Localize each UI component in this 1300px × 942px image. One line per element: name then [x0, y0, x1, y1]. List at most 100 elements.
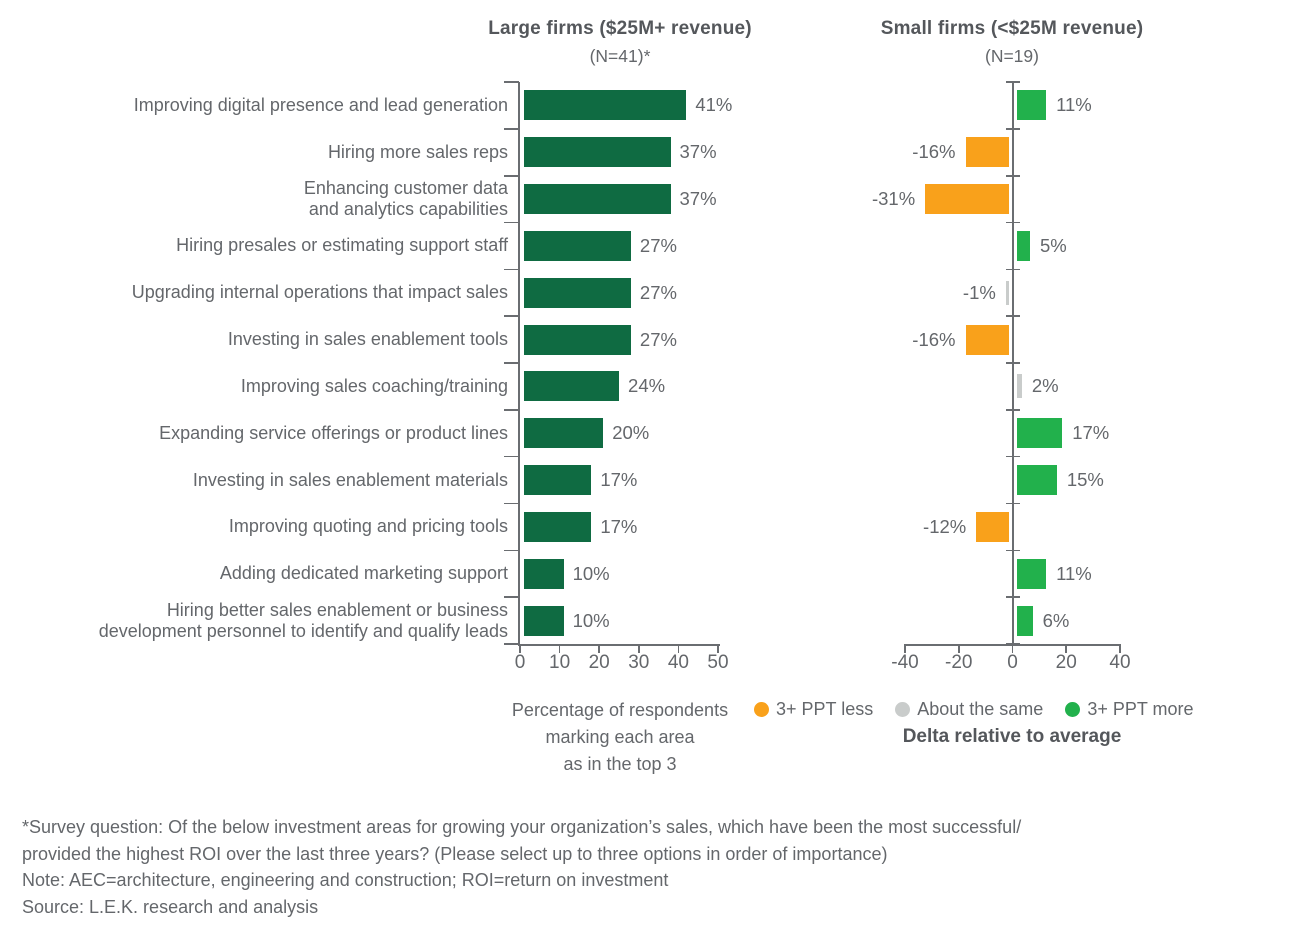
large-firm-bar — [524, 324, 631, 355]
small-firm-bar — [1016, 465, 1057, 496]
category-label: Hiring better sales enablement or busine… — [98, 599, 508, 641]
gray-dot-icon — [895, 702, 911, 717]
axis-tick — [1005, 596, 1020, 598]
x-tick-label: 20 — [1055, 652, 1077, 673]
category-label: Investing in sales enablement tools — [227, 329, 508, 350]
axis-tick — [1005, 362, 1020, 364]
x-axis-tick — [598, 644, 600, 653]
category-label: Expanding service offerings or product l… — [159, 422, 508, 443]
large-firm-bar — [524, 605, 564, 636]
large-firm-bar — [524, 418, 604, 449]
bar-value-label: 6% — [1042, 609, 1070, 631]
large-firm-bar — [524, 90, 687, 121]
left-axis-caption: Percentage of respondents marking each a… — [511, 700, 729, 774]
bar-value-label: 10% — [572, 562, 610, 584]
bar-value-label: 27% — [639, 281, 677, 303]
axis-tick — [504, 643, 519, 645]
right-panel-subtitle: (N=19) — [985, 46, 1039, 66]
category-label: Adding dedicated marketing support — [219, 563, 508, 584]
left-panel-title: Large firms ($25M+ revenue) — [488, 18, 752, 39]
left-axis-line — [518, 82, 520, 646]
axis-tick — [504, 221, 519, 224]
axis-tick — [504, 268, 519, 271]
axis-tick — [1005, 221, 1020, 224]
small-firm-bar — [965, 137, 1009, 168]
x-tick-label: -20 — [945, 652, 973, 673]
category-label: Upgrading internal operations that impac… — [131, 282, 508, 303]
small-firm-bar — [1016, 90, 1047, 121]
bar-value-label: -31% — [871, 188, 916, 210]
axis-tick — [504, 455, 519, 458]
bar-value-label: 11% — [1056, 562, 1092, 584]
footnotes: *Survey question: Of the below investmen… — [22, 814, 1290, 920]
right-zero-line — [1011, 82, 1014, 646]
x-tick-label: -40 — [891, 652, 919, 673]
small-firm-bar — [1016, 230, 1030, 261]
x-axis-tick — [1119, 644, 1121, 653]
legend-item-more: 3+ PPT more — [1065, 699, 1194, 720]
survey-question-note: *Survey question: Of the below investmen… — [22, 817, 1022, 864]
large-firm-bar — [524, 277, 631, 308]
axis-tick — [504, 549, 519, 552]
bar-value-label: 37% — [679, 188, 717, 210]
bar-value-label: 17% — [600, 469, 638, 491]
x-tick-label: 50 — [707, 652, 729, 673]
left-panel-subtitle: (N=41)* — [589, 46, 651, 66]
category-label: Investing in sales enablement materials — [192, 469, 508, 490]
delta-legend: 3+ PPT less About the same 3+ PPT more — [754, 699, 1194, 720]
large-firm-bar — [524, 184, 671, 215]
axis-tick — [504, 362, 519, 364]
legend-label-more: 3+ PPT more — [1087, 699, 1194, 719]
legend-item-same: About the same — [895, 699, 1043, 720]
axis-tick — [504, 315, 519, 317]
bar-value-label: 20% — [612, 422, 650, 444]
bar-value-label: 24% — [628, 375, 666, 397]
bar-value-label: -1% — [962, 281, 996, 303]
axis-tick — [504, 409, 519, 411]
axis-tick — [1005, 455, 1020, 458]
bar-value-label: 41% — [695, 94, 733, 116]
bar-value-label: 27% — [639, 328, 677, 350]
x-axis-tick — [677, 644, 680, 653]
left-x-axis-line — [518, 644, 720, 646]
small-firm-bar — [1016, 418, 1063, 449]
small-firm-bar — [976, 511, 1009, 542]
x-tick-label: 20 — [588, 652, 610, 673]
axis-tick — [504, 128, 519, 130]
x-tick-label: 30 — [628, 652, 650, 673]
right-panel-title: Small firms (<$25M revenue) — [880, 18, 1144, 39]
bar-value-label: -12% — [923, 515, 967, 537]
bar-value-label: 15% — [1066, 469, 1104, 491]
x-axis-tick — [904, 644, 906, 653]
category-label: Hiring more sales reps — [327, 141, 508, 162]
bar-value-label: -16% — [912, 141, 956, 163]
legend-label-less: 3+ PPT less — [776, 699, 874, 719]
small-firm-bar — [1016, 374, 1022, 399]
bar-value-label: 17% — [1072, 422, 1110, 444]
small-firm-bar — [925, 184, 1009, 215]
axis-tick — [1005, 315, 1020, 317]
large-firm-bar — [524, 137, 671, 168]
category-label: Improving sales coaching/training — [240, 375, 508, 396]
large-firm-bar — [524, 230, 631, 261]
bar-value-label: 37% — [679, 141, 717, 163]
small-firm-bar — [1016, 605, 1033, 636]
x-axis-tick — [519, 644, 521, 653]
axis-tick — [504, 81, 519, 83]
right-axis-caption: Delta relative to average — [902, 726, 1122, 747]
abbreviation-note: Note: AEC=architecture, engineering and … — [22, 870, 669, 890]
x-axis-tick — [558, 644, 561, 653]
x-axis-tick — [1065, 644, 1068, 653]
x-tick-label: 10 — [549, 652, 571, 673]
axis-tick — [504, 596, 519, 598]
large-firm-bar — [524, 511, 592, 542]
axis-tick — [1005, 409, 1020, 411]
source-note: Source: L.E.K. research and analysis — [22, 896, 319, 917]
category-label: Improving quoting and pricing tools — [228, 516, 508, 537]
axis-tick — [1005, 268, 1020, 271]
small-firm-bar — [1005, 280, 1009, 305]
large-firm-bar — [524, 558, 564, 589]
green-dot-icon — [1065, 702, 1081, 717]
large-firm-bar — [524, 465, 592, 496]
axis-tick — [1005, 174, 1020, 177]
